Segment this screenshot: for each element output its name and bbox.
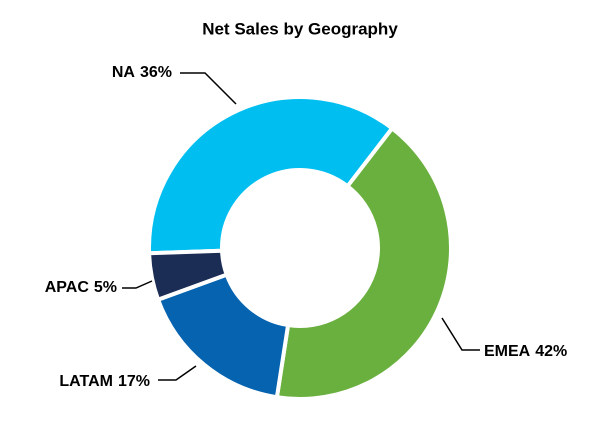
leader-line (441, 317, 480, 351)
slice-category: LATAM (59, 373, 113, 390)
leader-line (180, 72, 237, 105)
donut-slice (274, 125, 453, 401)
slice-category: NA (112, 64, 136, 81)
slice-label: NA 36% (112, 64, 172, 81)
slice-value: 5% (94, 279, 117, 296)
leader-line (158, 365, 197, 381)
slice-value: 36% (140, 64, 172, 81)
donut-slice (147, 248, 230, 303)
slice-category: EMEA (484, 343, 531, 360)
leader-line (122, 280, 153, 289)
donut-slice (147, 95, 395, 256)
slice-value: 17% (118, 373, 150, 390)
slice-value: 42% (535, 343, 567, 360)
slice-label: APAC 5% (45, 279, 117, 296)
slice-label: EMEA 42% (484, 343, 567, 360)
chart-title: Net Sales by Geography (202, 19, 398, 38)
slice-label: LATAM 17% (59, 373, 150, 390)
slice-category: APAC (45, 279, 90, 296)
